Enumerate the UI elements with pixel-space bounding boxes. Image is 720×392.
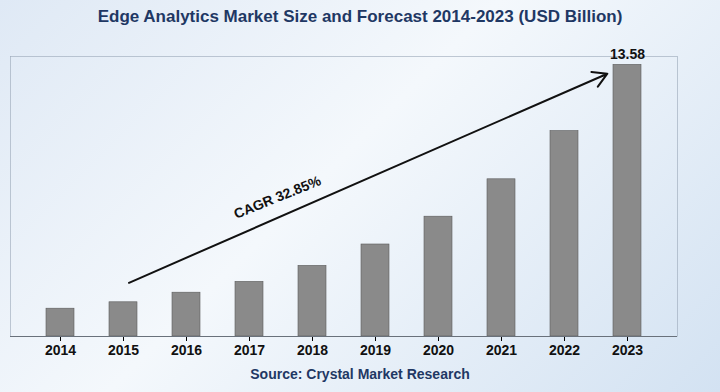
html-text:Source: Crystal Market Researc: Source: Crystal Market Research — [250, 366, 470, 382]
svg-text:2023: 2023 — [612, 342, 643, 358]
svg-text:2019: 2019 — [360, 342, 391, 358]
svg-text:2020: 2020 — [423, 342, 454, 358]
svg-text:2022: 2022 — [549, 342, 580, 358]
svg-text:2014: 2014 — [45, 342, 76, 358]
html-text:Edge Analytics Market Size and: Edge Analytics Market Size and Forecast … — [97, 7, 623, 26]
svg-text:2016: 2016 — [171, 342, 202, 358]
svg-text:13.58: 13.58 — [610, 46, 645, 62]
svg-text:CAGR 32.85%: CAGR 32.85% — [231, 172, 323, 222]
svg-text:2017: 2017 — [234, 342, 265, 358]
svg-text:2015: 2015 — [108, 342, 139, 358]
svg-text:2018: 2018 — [297, 342, 328, 358]
svg-text:2021: 2021 — [486, 342, 517, 358]
